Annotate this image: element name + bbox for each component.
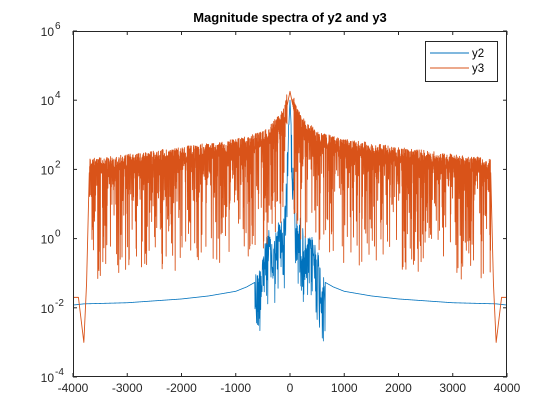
x-tick-label: -1000 [220, 381, 251, 395]
legend-label-y2: y2 [472, 48, 484, 60]
x-tick-label: -4000 [58, 381, 89, 395]
y-tick-exponent: 0 [55, 229, 61, 240]
y-tick-label: 10 [41, 25, 55, 39]
y-tick-exponent: 4 [55, 90, 61, 101]
legend-label-y3: y3 [472, 63, 484, 75]
series-line-y3 [72, 90, 508, 343]
legend-box [425, 41, 498, 82]
series-y3 [72, 90, 508, 343]
x-tick-label: -2000 [166, 381, 197, 395]
x-tick-label: 1000 [331, 381, 358, 395]
y-tick-label: 10 [41, 233, 55, 247]
series-layer [72, 90, 508, 343]
series-line-y2 [72, 99, 508, 342]
y-tick-label: 10 [41, 163, 55, 177]
x-tick-label: -3000 [112, 381, 143, 395]
x-tick-label: 4000 [494, 381, 521, 395]
y-tick-exponent: -2 [55, 298, 64, 309]
x-tick-label: 2000 [385, 381, 412, 395]
y-tick-label: 10 [41, 371, 55, 385]
x-tick-label: 3000 [439, 381, 466, 395]
y-tick-label: 10 [41, 94, 55, 108]
series-y2 [72, 99, 508, 342]
x-tick-label: 0 [287, 381, 294, 395]
y-tick-exponent: -4 [55, 367, 64, 378]
y-tick-label: 10 [41, 302, 55, 316]
y-tick-exponent: 6 [55, 21, 61, 32]
y-tick-exponent: 2 [55, 159, 61, 170]
plot-frame [73, 31, 507, 377]
chart-title: Magnitude spectra of y2 and y3 [193, 10, 387, 25]
